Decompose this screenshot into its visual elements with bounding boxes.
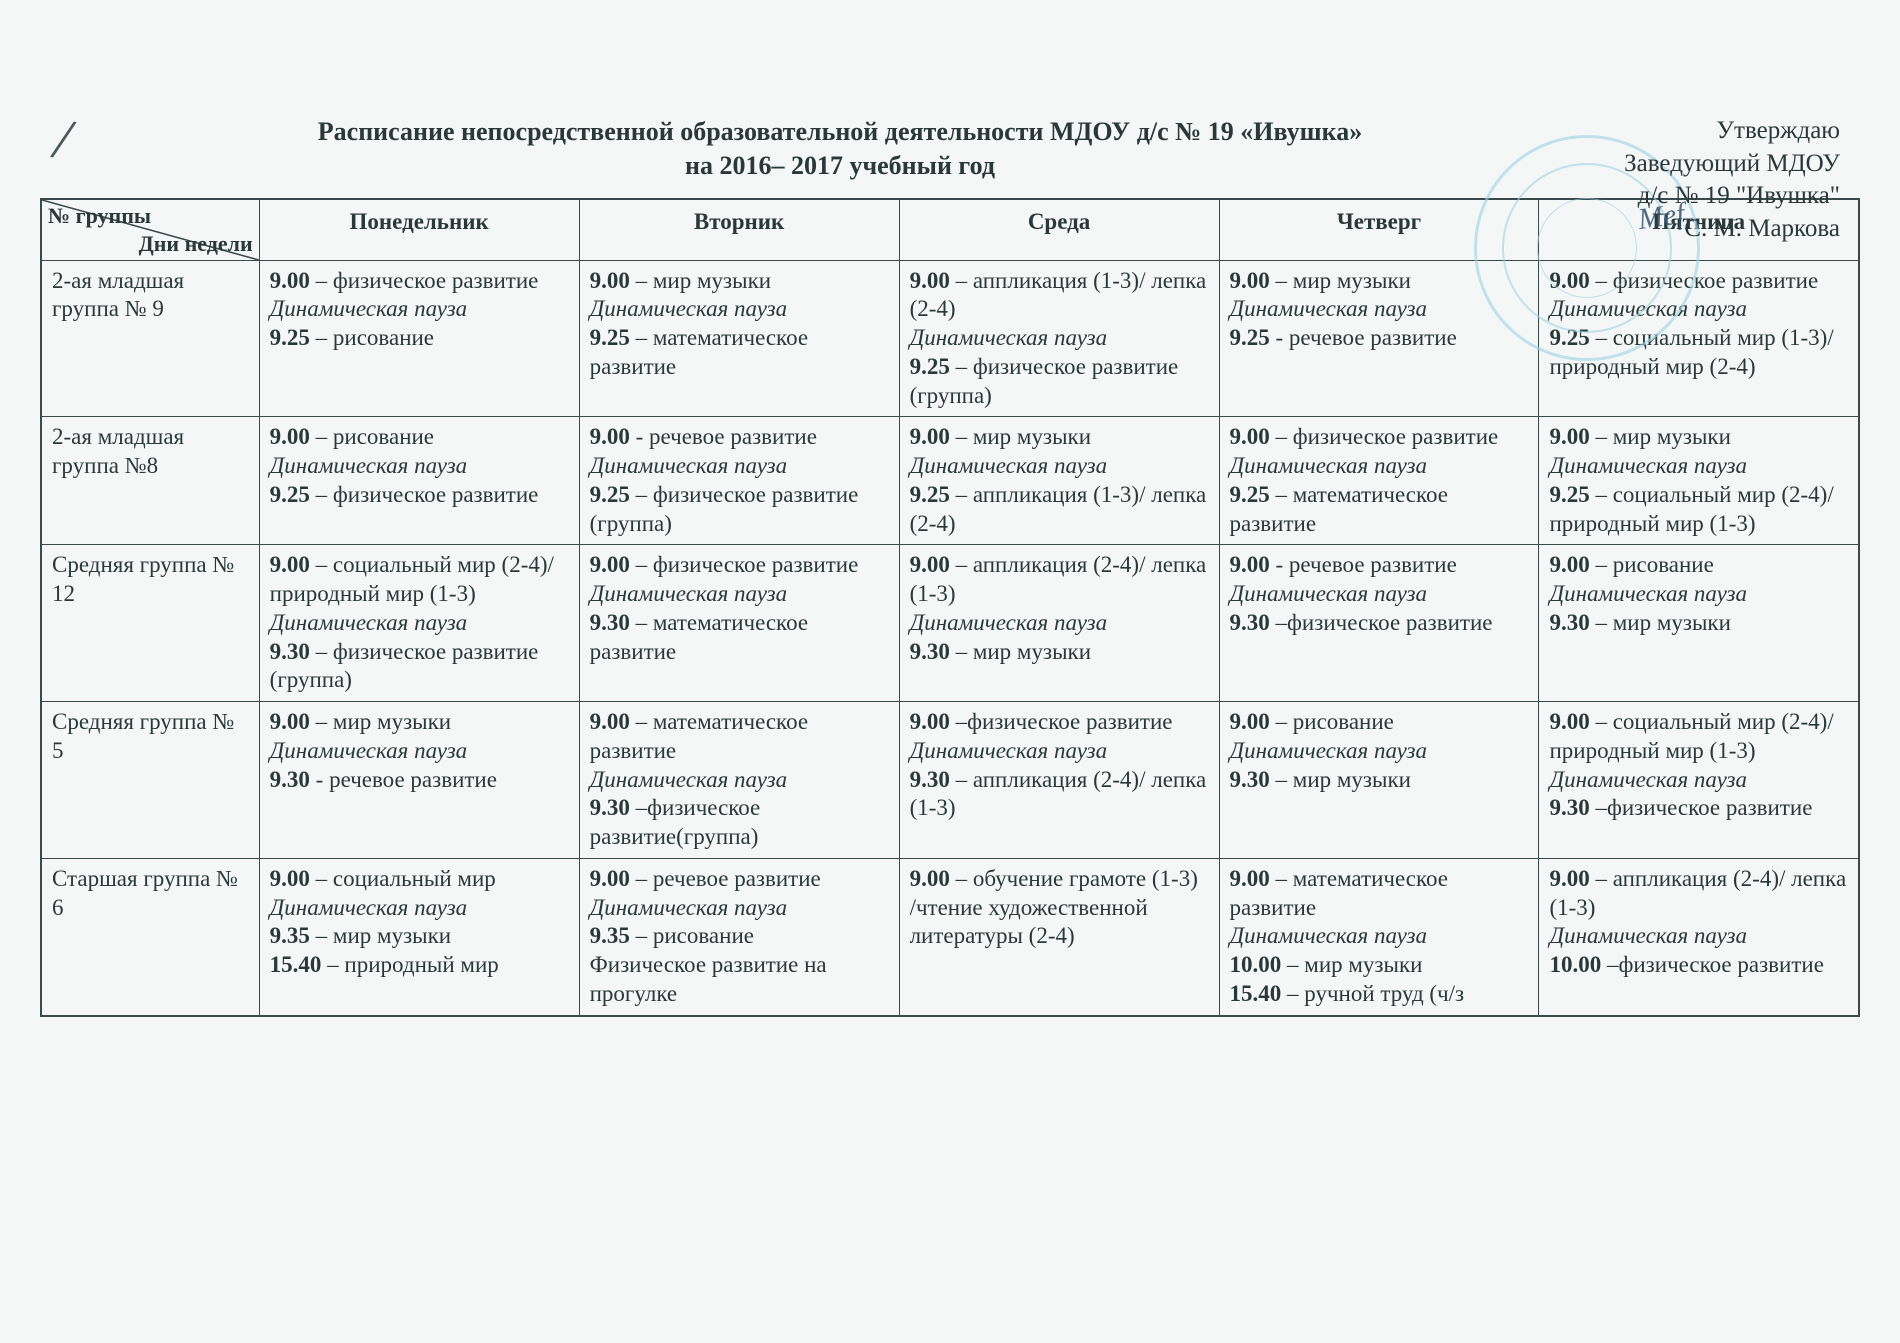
schedule-cell: 9.00 – социальный мирДинамическая пауза9… <box>259 858 579 1015</box>
group-cell: Старшая группа № 6 <box>41 858 259 1015</box>
corner-top: № группы <box>48 202 151 230</box>
schedule-cell: 9.00 – рисованиеДинамическая пауза9.30 –… <box>1539 545 1859 702</box>
schedule-cell: 9.00 – мир музыкиДинамическая пауза9.25 … <box>579 260 899 417</box>
schedule-cell: 9.00 – мир музыкиДинамическая пауза9.25 … <box>1539 417 1859 545</box>
table-row: Старшая группа № 69.00 – социальный мирД… <box>41 858 1859 1015</box>
table-row: 2-ая младшая группа № 99.00 – физическое… <box>41 260 1859 417</box>
schedule-cell: 9.00 – аппликация (2-4)/ лепка (1-3)Дина… <box>899 545 1219 702</box>
group-cell: 2-ая младшая группа № 9 <box>41 260 259 417</box>
page: / Mef Утверждаю Заведующий МДОУ д/с № 19… <box>40 115 1860 1017</box>
schedule-cell: 9.00 - речевое развитиеДинамическая пауз… <box>1219 545 1539 702</box>
approval-line2: Заведующий МДОУ <box>1624 148 1840 181</box>
header-day: Понедельник <box>259 199 579 261</box>
table-body: 2-ая младшая группа № 99.00 – физическое… <box>41 260 1859 1016</box>
group-cell: 2-ая младшая группа №8 <box>41 417 259 545</box>
schedule-cell: 9.00 – физическое развитиеДинамическая п… <box>1219 417 1539 545</box>
corner-bottom: Дни недели <box>139 230 253 258</box>
header-corner: № группы Дни недели <box>41 199 259 261</box>
schedule-table: № группы Дни недели Понедельник Вторник … <box>40 198 1860 1017</box>
schedule-cell: 9.00 – математическое развитиеДинамическ… <box>1219 858 1539 1015</box>
approval-line1: Утверждаю <box>1624 115 1840 148</box>
schedule-cell: 9.00 – мир музыкиДинамическая пауза9.25 … <box>899 417 1219 545</box>
title-block: Расписание непосредственной образователь… <box>40 115 1640 183</box>
title-line2: на 2016– 2017 учебный год <box>40 149 1640 183</box>
schedule-cell: 9.00 – социальный мир (2-4)/природный ми… <box>259 545 579 702</box>
schedule-cell: 9.00 – аппликация (2-4)/ лепка (1-3)Дина… <box>1539 858 1859 1015</box>
schedule-cell: 9.00 – физическое развитиеДинамическая п… <box>259 260 579 417</box>
schedule-cell: 9.00 – речевое развитиеДинамическая пауз… <box>579 858 899 1015</box>
approval-block: Утверждаю Заведующий МДОУ д/с № 19 "Ивуш… <box>1624 115 1840 245</box>
approval-line3: д/с № 19 "Ивушка" <box>1624 180 1840 213</box>
table-row: Средняя группа № 59.00 – мир музыкиДинам… <box>41 702 1859 859</box>
schedule-cell: 9.00 – физическое развитиеДинамическая п… <box>579 545 899 702</box>
schedule-cell: 9.00 – рисованиеДинамическая пауза9.30 –… <box>1219 702 1539 859</box>
header-day: Вторник <box>579 199 899 261</box>
header-day: Четверг <box>1219 199 1539 261</box>
schedule-cell: 9.00 – рисованиеДинамическая пауза9.25 –… <box>259 417 579 545</box>
group-cell: Средняя группа № 12 <box>41 545 259 702</box>
table-head: № группы Дни недели Понедельник Вторник … <box>41 199 1859 261</box>
table-row: 2-ая младшая группа №89.00 – рисованиеДи… <box>41 417 1859 545</box>
group-cell: Средняя группа № 5 <box>41 702 259 859</box>
schedule-cell: 9.00 – математическое развитиеДинамическ… <box>579 702 899 859</box>
schedule-cell: 9.00 – мир музыкиДинамическая пауза9.25 … <box>1219 260 1539 417</box>
schedule-cell: 9.00 – аппликация (1-3)/ лепка (2-4)Дина… <box>899 260 1219 417</box>
schedule-cell: 9.00 –физическое развитиеДинамическая па… <box>899 702 1219 859</box>
schedule-cell: 9.00 - речевое развитиеДинамическая пауз… <box>579 417 899 545</box>
schedule-cell: 9.00 – физическое развитиеДинамическая п… <box>1539 260 1859 417</box>
schedule-cell: 9.00 – мир музыкиДинамическая пауза9.30 … <box>259 702 579 859</box>
schedule-cell: 9.00 – обучение грамоте (1-3) /чтение ху… <box>899 858 1219 1015</box>
header-day: Среда <box>899 199 1219 261</box>
approval-line4: С. М. Маркова <box>1624 213 1840 246</box>
schedule-cell: 9.00 – социальный мир (2-4)/природный ми… <box>1539 702 1859 859</box>
table-row: Средняя группа № 129.00 – социальный мир… <box>41 545 1859 702</box>
title-line1: Расписание непосредственной образователь… <box>40 115 1640 149</box>
